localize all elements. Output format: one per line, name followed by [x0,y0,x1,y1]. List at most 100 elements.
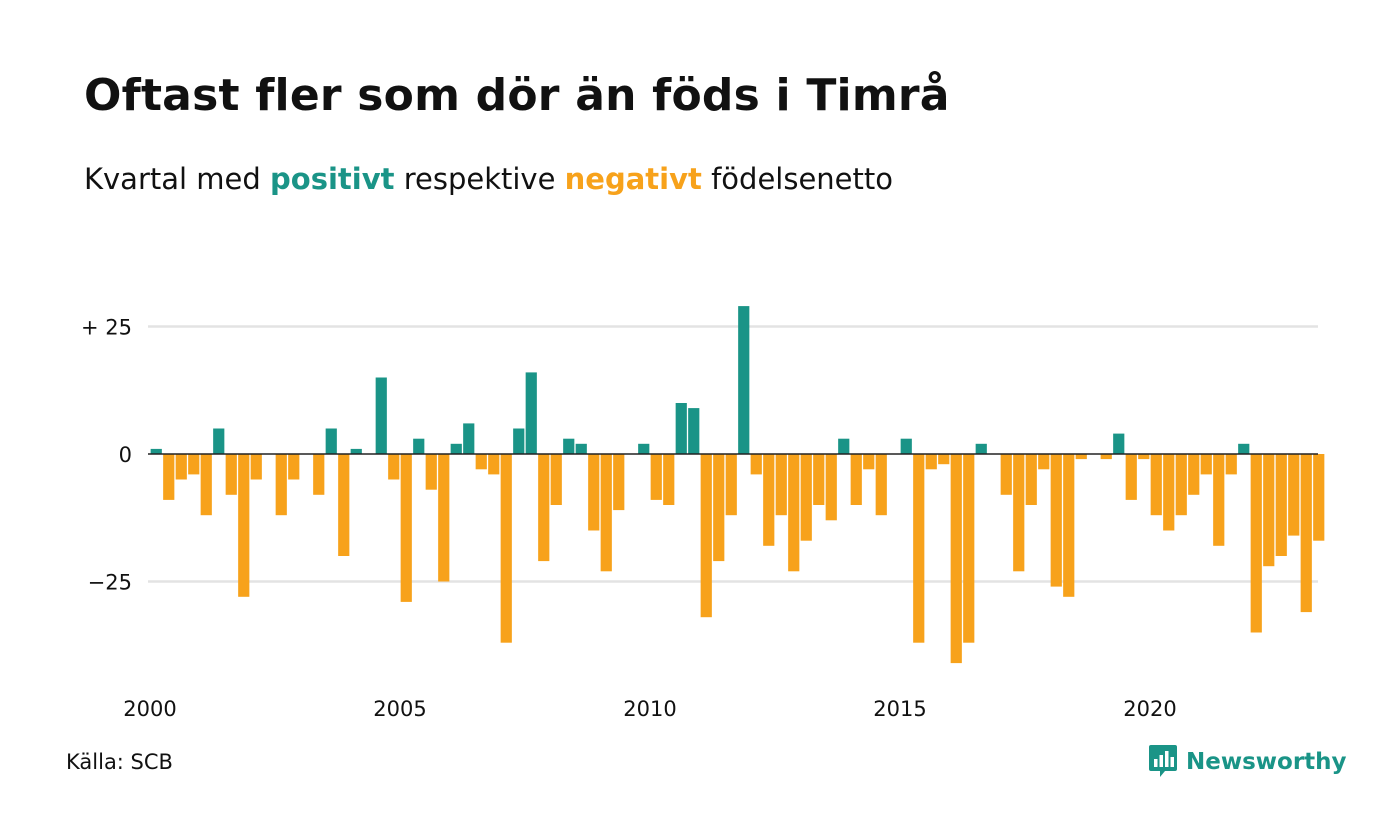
bar [925,454,937,470]
bar [550,454,562,505]
subtitle-suffix: födelsenetto [701,162,893,196]
bar [450,443,462,454]
bar [1225,454,1237,475]
bar [163,454,175,500]
bar [913,454,925,643]
bar [1200,454,1212,475]
bar [1263,454,1275,567]
bar [250,454,262,480]
bar [1000,454,1012,495]
bar [375,377,387,454]
bar [438,454,450,582]
bar [525,372,537,454]
bar [1300,454,1312,613]
bar [763,454,775,546]
bar [313,454,325,495]
bar [463,423,475,454]
bar [513,428,525,454]
bar [188,454,200,475]
y-tick-label: −25 [88,571,132,595]
bar [1125,454,1137,500]
x-tick-label: 2015 [873,697,926,721]
x-tick-label: 2000 [123,697,176,721]
bar [1275,454,1287,556]
bar [388,454,400,480]
brand-name: Newsworthy [1186,749,1347,775]
bar [1138,454,1150,460]
bar [700,454,712,618]
bar [213,428,225,454]
bar [838,438,850,454]
bar [338,454,350,556]
subtitle-negative: negativt [564,162,702,196]
bar [1150,454,1162,516]
bar [1313,454,1325,541]
bar [813,454,825,505]
subtitle-prefix: Kvartal med [84,162,271,196]
bar [475,454,487,470]
bar [675,403,687,454]
bar [650,454,662,500]
bar [575,443,587,454]
bar [413,438,425,454]
bar [1050,454,1062,587]
y-tick-label: 0 [119,443,132,467]
bar [1213,454,1225,546]
bar [613,454,625,511]
bar [350,448,362,454]
bar [1063,454,1075,597]
bar [1175,454,1187,516]
source-note: Källa: SCB [66,750,173,774]
bar [588,454,600,531]
x-tick-label: 2005 [373,697,426,721]
bar [238,454,250,597]
bar [1113,433,1125,454]
bar [900,438,912,454]
bar [713,454,725,562]
bar [538,454,550,562]
bar [825,454,837,521]
bar [275,454,287,516]
bar [1075,454,1087,460]
bar [950,454,962,664]
bar [325,428,337,454]
brand-logo: Newsworthy [1148,744,1347,780]
bar [500,454,512,643]
bar [1250,454,1262,633]
bar [975,443,987,454]
x-tick-label: 2020 [1123,697,1176,721]
bar [1100,454,1112,460]
bar [688,408,700,454]
subtitle-middle: respektive [394,162,565,196]
bar [225,454,237,495]
bar [800,454,812,541]
bar [425,454,437,490]
bar [938,454,950,465]
bar [563,438,575,454]
bar [725,454,737,516]
bar [663,454,675,505]
bar [288,454,300,480]
bar [1163,454,1175,531]
bar [850,454,862,505]
subtitle-positive: positivt [270,162,395,196]
bar [1238,443,1250,454]
bar [875,454,887,516]
bar [1025,454,1037,505]
bar [963,454,975,643]
bar [175,454,187,480]
bar [1188,454,1200,495]
chart-title: Oftast fler som dör än föds i Timrå [84,70,950,121]
bar [1038,454,1050,470]
bar [150,448,162,454]
y-tick-label: + 25 [81,316,132,340]
bar [400,454,412,602]
bar [1288,454,1300,536]
bar [863,454,875,470]
bar [1013,454,1025,572]
bar [200,454,212,516]
newsworthy-logo-icon [1149,745,1177,777]
chart-subtitle: Kvartal med positivt respektive negativt… [84,162,893,196]
bar [600,454,612,572]
